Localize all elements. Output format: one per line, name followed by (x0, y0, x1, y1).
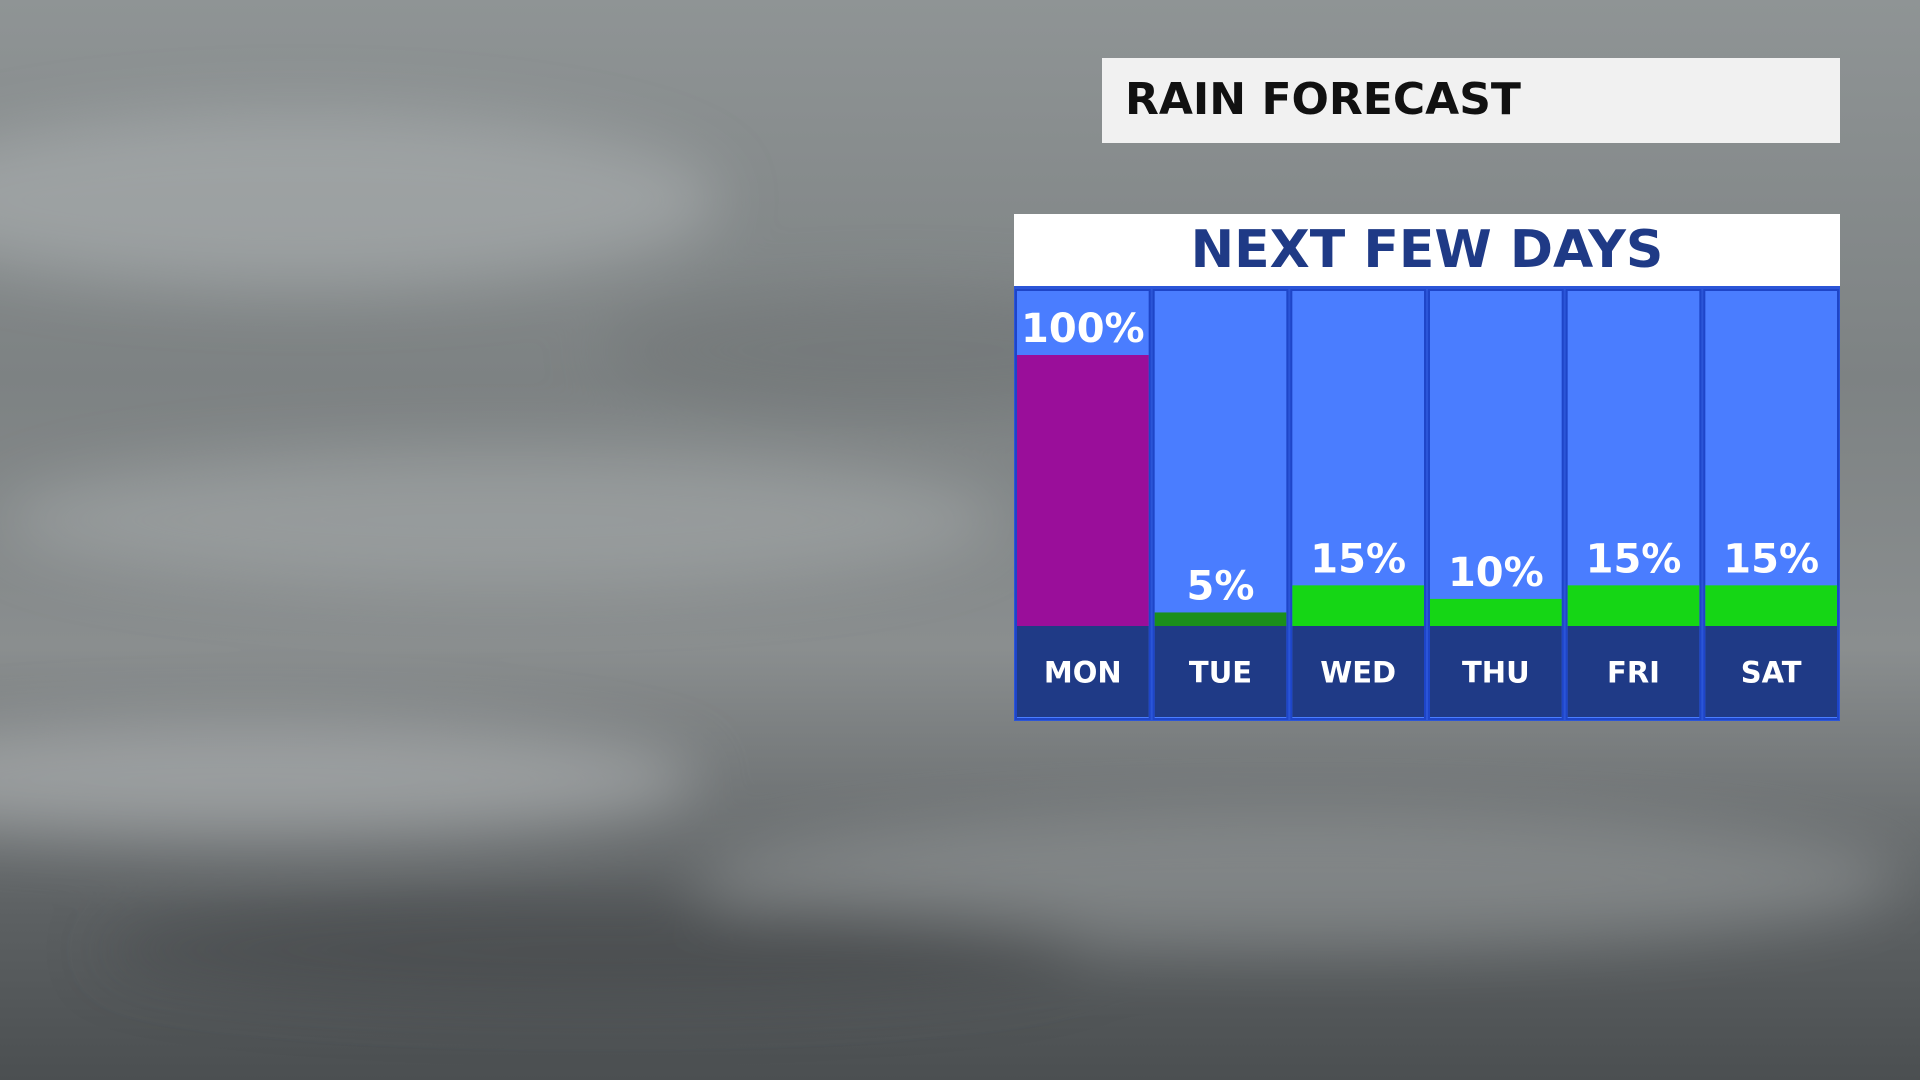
bar (1430, 598, 1562, 626)
title-box (1102, 58, 1840, 143)
x-tick-label: WED (1320, 656, 1396, 690)
day-box (1292, 626, 1424, 717)
day-box (1705, 626, 1837, 717)
chart-title: RAIN FORECAST (1125, 74, 1521, 125)
bar (1017, 355, 1149, 626)
value-label: 100% (1021, 306, 1145, 352)
day-box (1430, 626, 1562, 717)
bar (1292, 585, 1424, 626)
value-label: 15% (1310, 536, 1406, 582)
bar (1705, 585, 1837, 626)
day-box (1017, 626, 1149, 717)
value-label: 15% (1723, 536, 1819, 582)
day-box (1154, 626, 1287, 717)
value-label: 10% (1448, 550, 1544, 596)
subtitle-box (1014, 214, 1840, 286)
value-label: 5% (1187, 563, 1255, 609)
x-tick-label: THU (1462, 656, 1530, 690)
x-tick-label: TUE (1189, 656, 1252, 690)
chart-subtitle: NEXT FEW DAYS (1191, 220, 1664, 280)
day-box (1567, 626, 1700, 717)
panel (1014, 214, 1840, 721)
bar (1567, 585, 1700, 626)
x-tick-label: SAT (1741, 656, 1802, 690)
x-tick-label: FRI (1607, 656, 1660, 690)
value-label: 15% (1586, 536, 1682, 582)
x-tick-label: MON (1044, 656, 1122, 690)
bar (1154, 612, 1287, 626)
